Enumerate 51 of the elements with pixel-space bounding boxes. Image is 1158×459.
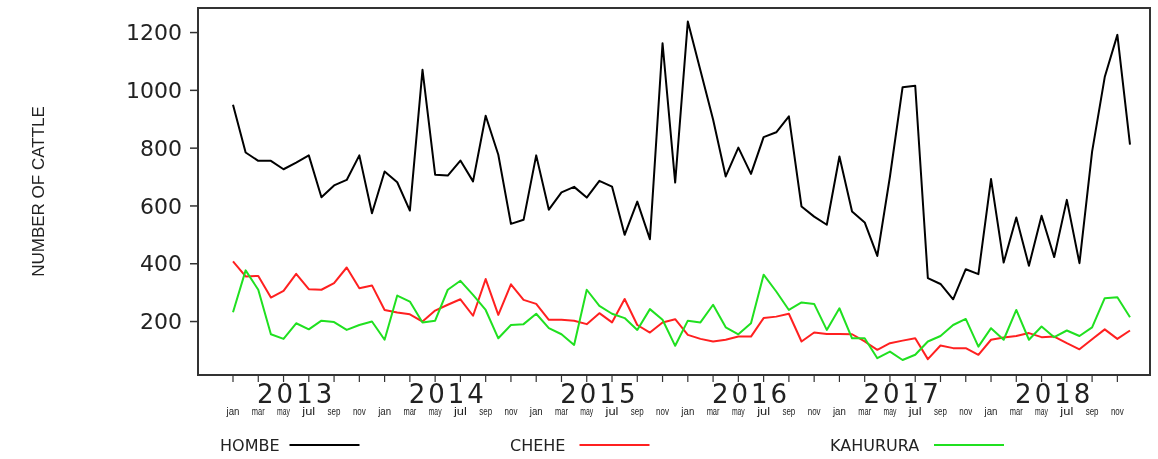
x-tick-label: jul bbox=[907, 406, 922, 417]
x-tick-label: nov bbox=[352, 406, 370, 417]
x-tick-label: sep bbox=[479, 406, 496, 417]
y-tick-label: 600 bbox=[140, 193, 182, 219]
x-tick-label: jul bbox=[301, 406, 316, 417]
x-tick-label: nov bbox=[807, 406, 824, 417]
x-tick-label: nov bbox=[504, 406, 521, 417]
x-tick-label: may bbox=[883, 406, 903, 417]
y-tick-label: 1000 bbox=[126, 78, 182, 104]
x-tick-label: jan bbox=[528, 406, 544, 417]
text: 2018 bbox=[1015, 379, 1094, 409]
x-tick-label: mar bbox=[706, 406, 724, 417]
x-tick-label: nov bbox=[959, 406, 976, 417]
x-tick-label: jul bbox=[452, 406, 467, 417]
x-tick-label: may bbox=[1035, 406, 1055, 417]
x-tick-label: jul bbox=[604, 406, 619, 417]
x-tick-label: mar bbox=[251, 406, 270, 417]
x-tick-label: jan bbox=[983, 406, 998, 417]
x-tick-label: sep bbox=[1085, 406, 1102, 417]
x-tick-label: jan bbox=[680, 406, 695, 417]
x-tick-label: may bbox=[277, 406, 296, 417]
legend-label: KAHURURA bbox=[830, 436, 920, 455]
legend-label: CHEHE bbox=[510, 436, 566, 455]
x-tick-label: sep bbox=[782, 406, 799, 417]
y-axis-title: NUMBER OF CATTLE bbox=[29, 106, 48, 277]
x-tick-label: mar bbox=[555, 406, 573, 417]
y-tick-label: 200 bbox=[140, 309, 182, 335]
legend-label: HOMBE bbox=[220, 436, 280, 455]
x-tick-label: jan bbox=[377, 406, 392, 417]
text: 2016 bbox=[711, 379, 791, 409]
x-tick-label: jan bbox=[225, 406, 240, 417]
x-tick-label: may bbox=[428, 406, 448, 417]
x-tick-label: jul bbox=[1059, 406, 1074, 417]
x-tick-label: sep bbox=[327, 406, 344, 417]
x-tick-label: mar bbox=[403, 406, 421, 417]
x-tick-label: nov bbox=[1110, 406, 1128, 417]
y-tick-label: 1200 bbox=[126, 20, 182, 46]
y-tick-label: 800 bbox=[140, 135, 182, 161]
x-tick-label: sep bbox=[934, 406, 951, 417]
x-tick-label: mar bbox=[858, 406, 876, 417]
text: 2014 bbox=[408, 379, 487, 409]
x-tick-label: may bbox=[580, 406, 600, 417]
line-series bbox=[232, 20, 1131, 301]
x-tick-label: nov bbox=[656, 406, 673, 417]
text: 2013 bbox=[257, 379, 336, 409]
x-tick-label: mar bbox=[1009, 406, 1028, 417]
x-tick-label: sep bbox=[630, 406, 647, 417]
x-tick-label: jan bbox=[832, 406, 847, 417]
y-tick-label: 400 bbox=[140, 251, 182, 277]
x-tick-label: may bbox=[731, 406, 751, 417]
x-tick-label: jul bbox=[755, 406, 771, 417]
